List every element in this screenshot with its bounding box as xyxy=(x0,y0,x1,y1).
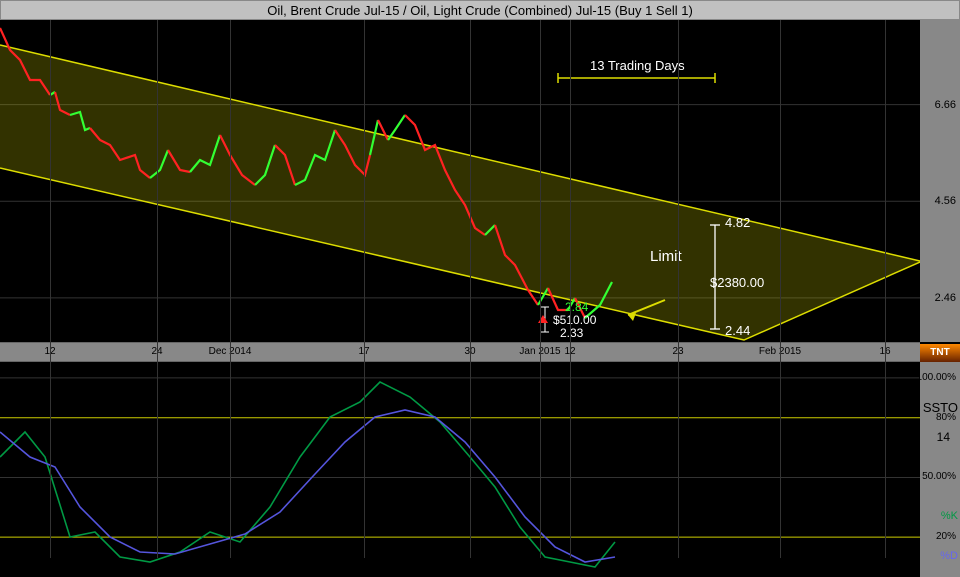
entry-val2: 2.33 xyxy=(560,326,583,340)
y-axis-indicator: SSTO 14 %K %D 100.00%80%50.00%20% xyxy=(920,362,960,577)
limit-label: Limit xyxy=(650,248,682,265)
y-axis-price: 2.464.566.66 xyxy=(920,20,960,342)
entry-val1: 2.84 xyxy=(565,300,588,314)
main-price-chart[interactable]: 13 Trading Days Limit 4.82 2.44 $2380.00… xyxy=(0,20,920,342)
amount-label: $2380.00 xyxy=(710,275,764,290)
entry-amt: $510.00 xyxy=(553,313,596,327)
tnt-logo: TNT xyxy=(920,344,960,362)
stochastic-chart[interactable] xyxy=(0,362,920,577)
d-label: %D xyxy=(940,550,958,562)
k-label: %K xyxy=(941,510,958,522)
indicator-svg xyxy=(0,362,920,577)
trading-days-label: 13 Trading Days xyxy=(590,58,685,73)
x-axis-time: 1224Dec 20141730Jan 20151223Feb 201516 xyxy=(0,342,920,362)
ssto-value: 14 xyxy=(937,430,950,444)
chart-title: Oil, Brent Crude Jul-15 / Oil, Light Cru… xyxy=(0,0,960,20)
price-svg xyxy=(0,20,920,342)
lower-val: 2.44 xyxy=(725,323,750,338)
upper-val: 4.82 xyxy=(725,215,750,230)
